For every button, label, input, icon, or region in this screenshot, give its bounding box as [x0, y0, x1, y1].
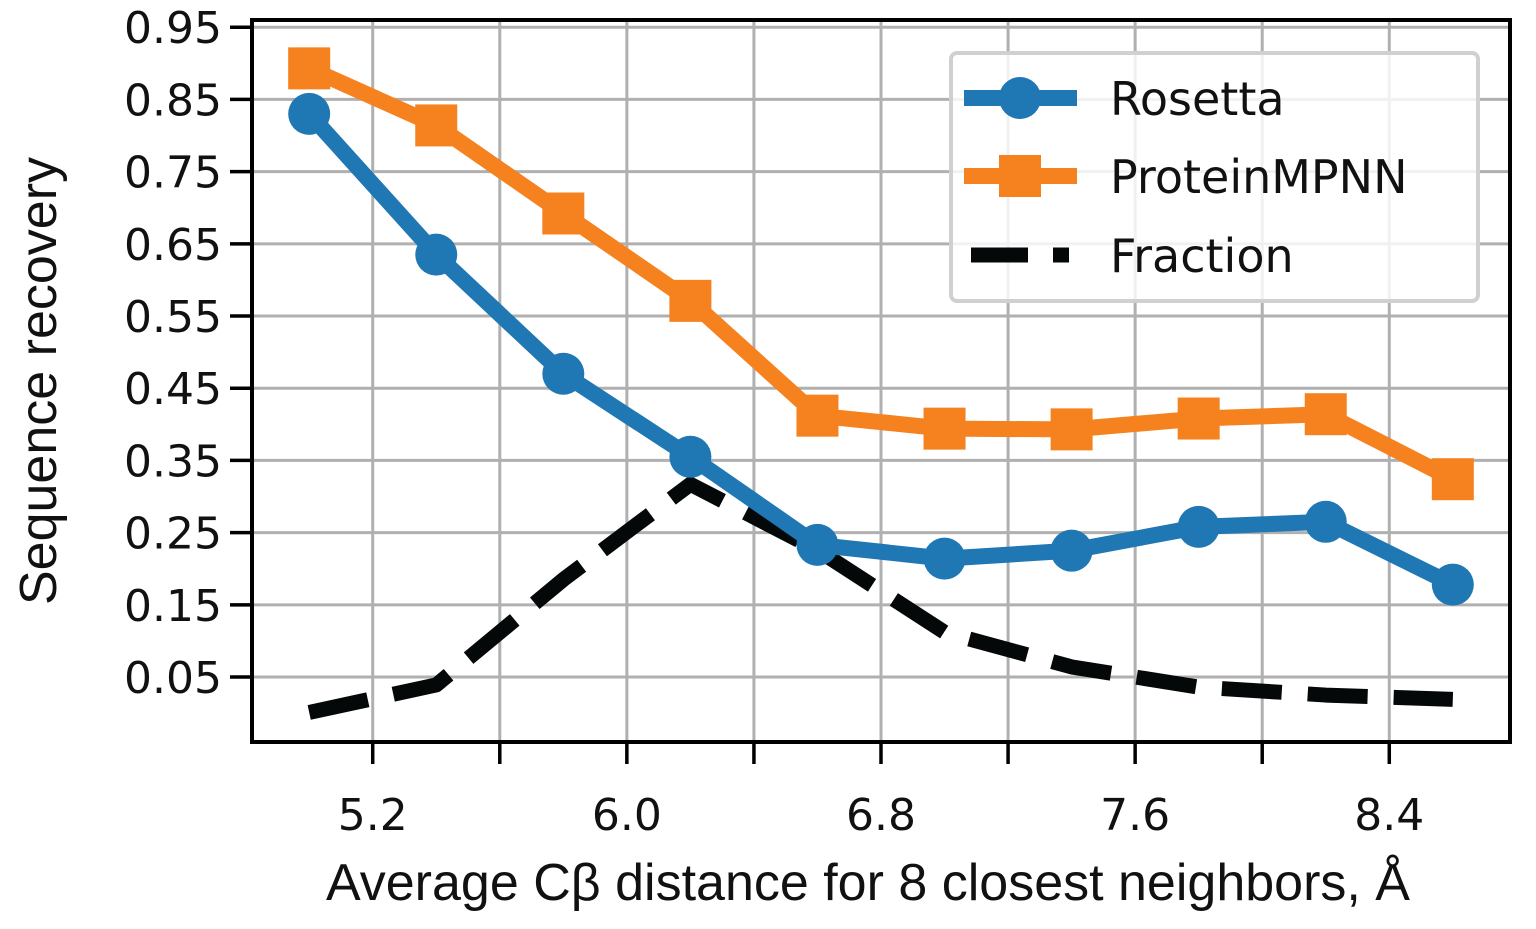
y-tick-label: 0.65 [124, 220, 222, 271]
data-point [1050, 408, 1093, 451]
y-axis-label: Sequence recovery [10, 157, 68, 605]
y-tick-label: 0.35 [124, 436, 222, 487]
data-point [415, 233, 458, 276]
data-point [542, 352, 585, 395]
x-axis: 5.2 6.0 6.8 7.6 8.4 [338, 742, 1424, 841]
legend-item-fraction: Fraction [971, 229, 1294, 283]
data-point [288, 92, 331, 135]
y-tick-label: 0.75 [124, 148, 222, 199]
y-axis: 0.95 0.85 0.75 0.65 0.55 0.45 0.35 0.25 0.15 0.05 [124, 3, 252, 704]
y-tick-label: 0.95 [124, 3, 222, 54]
x-tick-label: 6.8 [846, 790, 916, 841]
y-tick-label: 0.55 [124, 292, 222, 343]
data-point [796, 394, 839, 437]
circle-marker-icon [999, 77, 1041, 119]
data-point [415, 104, 458, 147]
data-point [1304, 393, 1347, 436]
x-tick-label: 6.0 [592, 790, 662, 841]
data-point [923, 537, 966, 580]
data-point [288, 47, 331, 90]
data-point [796, 523, 839, 566]
data-point [1431, 458, 1474, 501]
data-point [1431, 563, 1474, 606]
series-fraction [307, 476, 1454, 720]
y-tick-label: 0.85 [124, 75, 222, 126]
legend-item-proteinmpnn: ProteinMPNN [964, 150, 1408, 204]
legend-label: ProteinMPNN [1110, 150, 1408, 204]
data-point [669, 435, 712, 478]
legend-item-rosetta: Rosetta [964, 72, 1285, 126]
legend-label: Rosetta [1110, 72, 1285, 126]
legend-line-icon [1053, 247, 1069, 263]
y-tick-label: 0.45 [124, 364, 222, 415]
series-line [307, 476, 1454, 720]
series-proteinmpnn [288, 47, 1474, 501]
data-point [1177, 397, 1220, 440]
series-line [303, 108, 1457, 592]
data-point [1177, 505, 1220, 548]
x-axis-label: Average Cβ distance for 8 closest neighb… [326, 854, 1410, 912]
x-tick-label: 5.2 [338, 790, 408, 841]
data-point [1050, 529, 1093, 572]
series-layer [288, 47, 1474, 720]
data-point [669, 279, 712, 322]
data-point [923, 407, 966, 450]
y-tick-label: 0.25 [124, 509, 222, 560]
series-line [305, 61, 1457, 487]
legend-label: Fraction [1110, 229, 1294, 283]
square-marker-icon [999, 155, 1041, 197]
legend: Rosetta ProteinMPNN Fraction [949, 51, 1480, 303]
y-tick-label: 0.15 [124, 581, 222, 632]
x-tick-label: 8.4 [1354, 790, 1424, 841]
data-point [542, 192, 585, 235]
series-rosetta [288, 92, 1474, 606]
y-tick-label: 0.05 [124, 653, 222, 704]
legend-box [949, 51, 1480, 303]
data-point [1304, 500, 1347, 543]
x-tick-label: 7.6 [1100, 790, 1170, 841]
